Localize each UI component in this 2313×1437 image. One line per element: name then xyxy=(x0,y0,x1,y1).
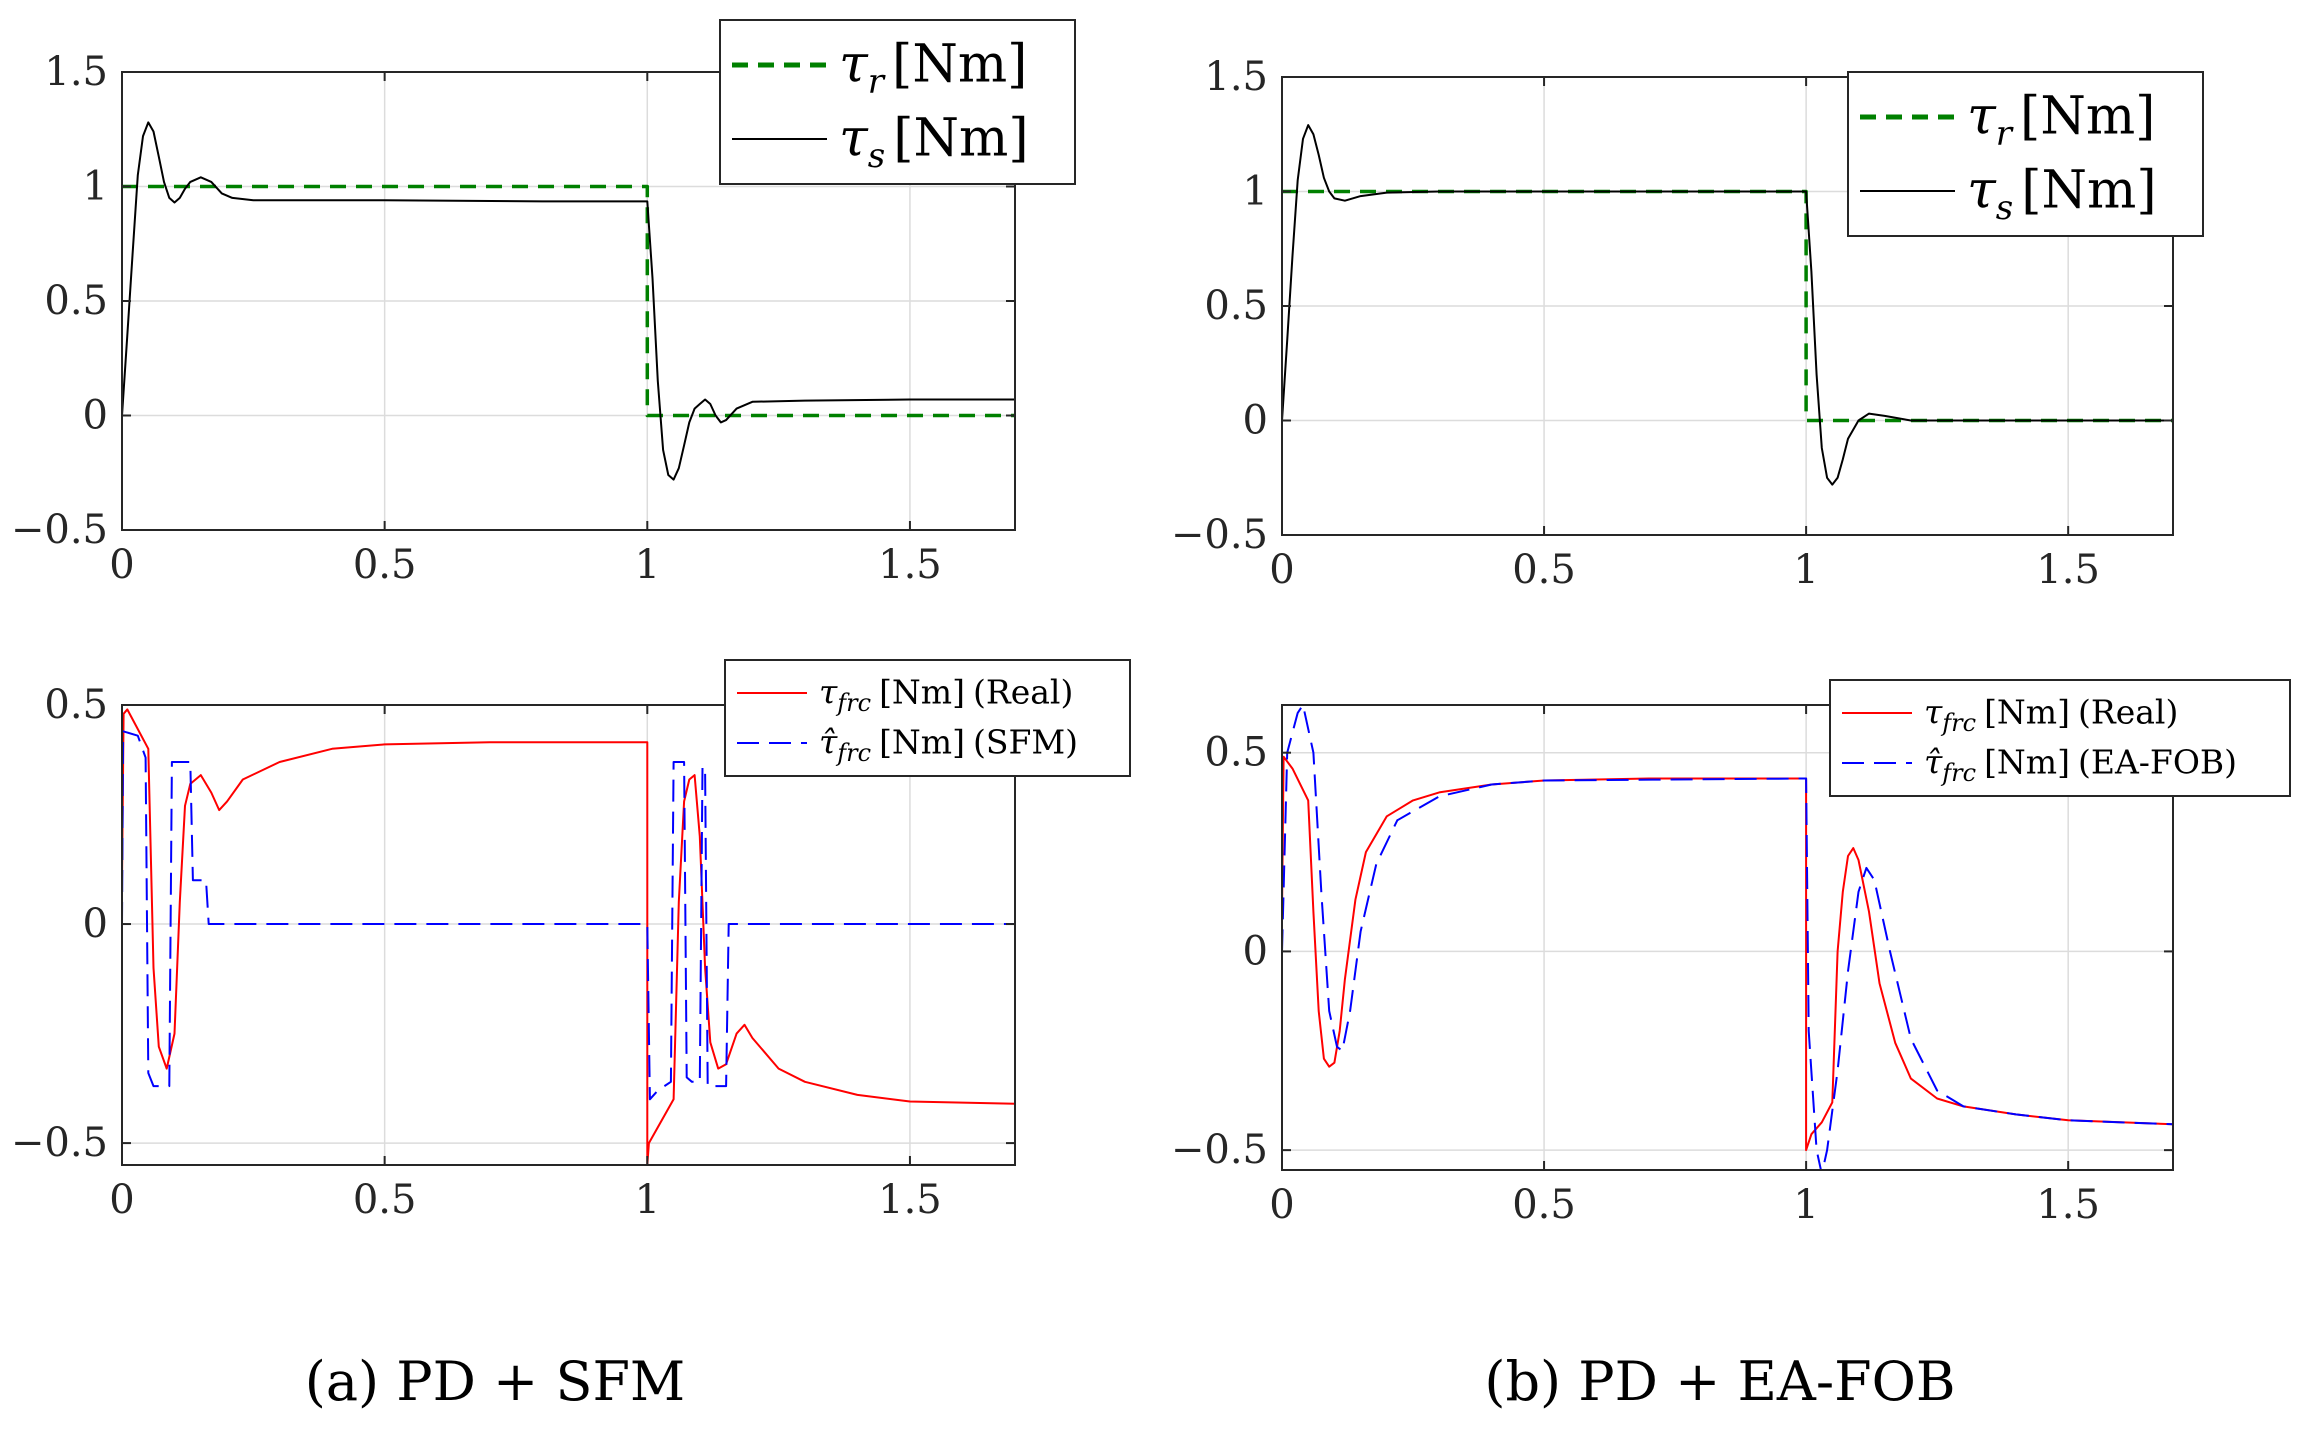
legend-label: τs [Nm] xyxy=(1967,161,2157,228)
x-tick-label: 0.5 xyxy=(1512,1182,1576,1228)
y-tick-label: 0 xyxy=(83,901,108,947)
x-tick-label: 1 xyxy=(635,542,660,588)
series-line-1 xyxy=(122,184,1015,418)
x-tick-label: 0 xyxy=(1269,547,1294,593)
legend-label: τfrc [Nm] (Real) xyxy=(819,673,1073,717)
series-line-1 xyxy=(122,708,1015,1165)
y-tick-label: 0.5 xyxy=(1204,283,1268,329)
legend-label: τr [Nm] xyxy=(839,35,1027,102)
x-tick-label: 1 xyxy=(1793,547,1818,593)
axes-box xyxy=(121,704,1016,1166)
series-line-1 xyxy=(1282,755,2173,1152)
legend-label: τ̂frc [Nm] (EA-FOB) xyxy=(1924,743,2237,787)
series-line-2 xyxy=(1282,124,2173,486)
caption-a: (a) PD + SFM xyxy=(305,1350,685,1413)
x-tick-label: 0 xyxy=(109,542,134,588)
x-tick-label: 1 xyxy=(1793,1182,1818,1228)
y-tick-label: 1 xyxy=(1243,169,1268,215)
series-line-2 xyxy=(1282,705,2173,1170)
x-tick-label: 1.5 xyxy=(2036,1182,2100,1228)
y-tick-label: 1.5 xyxy=(44,49,108,95)
y-tick-label: 1.5 xyxy=(1204,54,1268,100)
y-tick-label: 0.5 xyxy=(44,278,108,324)
series-line-2 xyxy=(122,730,1015,1101)
legend-label: τ̂frc [Nm] (SFM) xyxy=(819,723,1078,767)
axes-box xyxy=(1281,704,2174,1171)
y-tick-label: 0.5 xyxy=(44,682,108,728)
x-tick-label: 0 xyxy=(1269,1182,1294,1228)
y-tick-label: 0.5 xyxy=(1204,730,1268,776)
legend-box xyxy=(719,19,1076,185)
x-tick-label: 0.5 xyxy=(353,542,417,588)
legend: τfrc [Nm] (Real) τ̂frc [Nm] (SFM) xyxy=(724,659,1131,777)
y-tick-label: 0 xyxy=(1243,928,1268,974)
legend-label: τr [Nm] xyxy=(1967,87,2155,154)
y-tick-label: 0 xyxy=(1243,398,1268,444)
plot-area xyxy=(122,705,1015,1165)
legend-box xyxy=(724,659,1131,777)
x-tick-label: 1.5 xyxy=(878,1177,942,1223)
legend-label: τs [Nm] xyxy=(839,109,1029,176)
caption-b: (b) PD + EA-FOB xyxy=(1484,1350,1955,1413)
series-line-2 xyxy=(122,121,1015,481)
legend: τfrc [Nm] (Real) τ̂frc [Nm] (EA-FOB) xyxy=(1829,679,2291,797)
chart-a-bottom: 0 0.5 1 1.5−0.500.5 τfrc [Nm] (Real)τ̂frc [Nm](… xyxy=(11,659,1131,1223)
y-tick-label: −0.5 xyxy=(11,507,108,553)
legend-box xyxy=(1847,71,2204,237)
chart-a-top: 0 0.5 1 1.5−0.500.511.5 τr [Nm]τs [Nm] xyxy=(11,19,1076,588)
y-tick-label: −0.5 xyxy=(11,1120,108,1166)
y-tick-label: −0.5 xyxy=(1171,1127,1268,1173)
legend: τr [Nm] τs [Nm] xyxy=(1847,71,2204,237)
legend-label: τfrc [Nm] (Real) xyxy=(1924,693,2178,737)
chart-b-top: 0 0.5 1 1.5−0.500.511.5τr [Nm]τs [Nm] xyxy=(1171,54,2204,593)
x-tick-label: 0.5 xyxy=(353,1177,417,1223)
x-tick-label: 1 xyxy=(635,1177,660,1223)
y-tick-label: 0 xyxy=(83,393,108,439)
legend-box xyxy=(1829,679,2291,797)
legend: τr [Nm] τs [Nm] xyxy=(719,19,1076,185)
x-tick-label: 0.5 xyxy=(1512,547,1576,593)
y-tick-label: 1 xyxy=(83,164,108,210)
x-tick-label: 1.5 xyxy=(2036,547,2100,593)
x-tick-label: 0 xyxy=(109,1177,134,1223)
y-tick-label: −0.5 xyxy=(1171,512,1268,558)
x-tick-label: 1.5 xyxy=(878,542,942,588)
